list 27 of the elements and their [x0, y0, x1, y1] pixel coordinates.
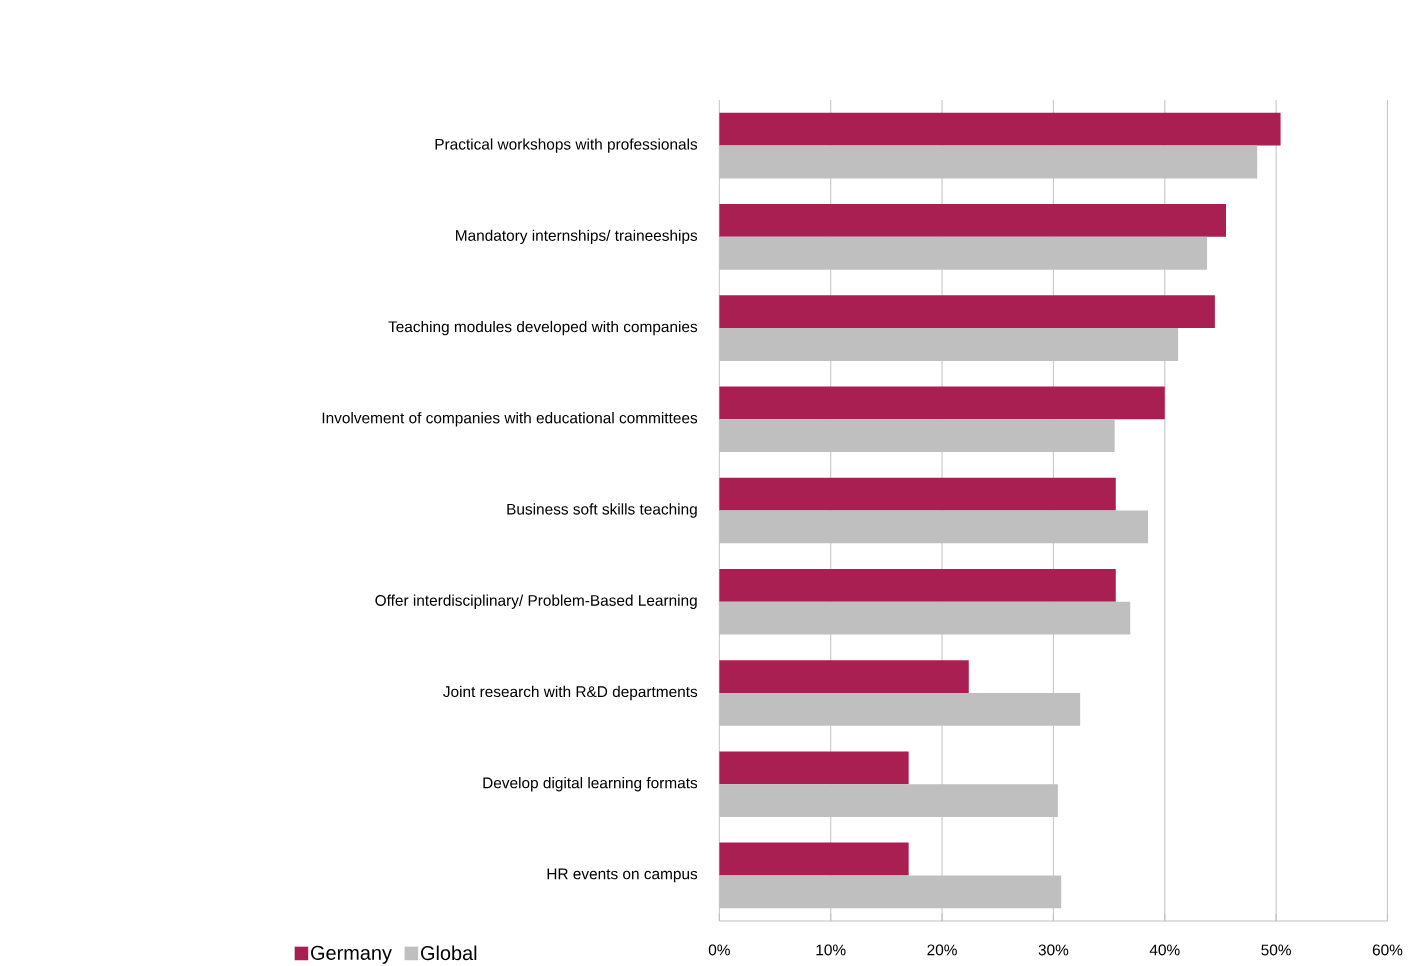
bar: [719, 568, 1116, 602]
bar: [719, 477, 1116, 511]
y-tick-label: Joint research with R&D departments: [443, 685, 698, 701]
x-tick-label: 60%: [1372, 944, 1403, 956]
bar: [719, 112, 1281, 146]
y-tick-label: HR events on campus: [547, 868, 698, 883]
y-tick-label: Business soft skills teaching: [507, 503, 697, 518]
legend-label: Global: [421, 945, 477, 961]
x-tick-label: 50%: [1261, 944, 1291, 956]
x-tick-label: 40%: [1149, 944, 1180, 956]
bar: [719, 204, 1227, 237]
y-tick-label: Offer interdisciplinary/ Problem-Based Learning: [375, 594, 697, 609]
x-tick-label: 10%: [816, 944, 846, 956]
x-tick-label: 0%: [708, 944, 730, 956]
y-tick-label: Teaching modules developed with companies: [388, 320, 698, 336]
legend-label: Germany: [311, 945, 392, 964]
x-tick-label: 20%: [927, 944, 957, 956]
y-tick-label: Develop digital learning formats: [483, 777, 698, 792]
x-tick-label: 30%: [1038, 944, 1069, 956]
bar: [719, 386, 1165, 420]
y-tick-label: Involvement of companies with educational committees: [322, 412, 698, 427]
bar: [719, 295, 1215, 329]
y-tick-label: Mandatory internships/ traineeships: [456, 229, 698, 245]
bar: [719, 842, 909, 876]
bar: [719, 660, 969, 694]
y-tick-label: Practical workshops with professionals: [435, 138, 698, 153]
bar: [719, 751, 909, 785]
